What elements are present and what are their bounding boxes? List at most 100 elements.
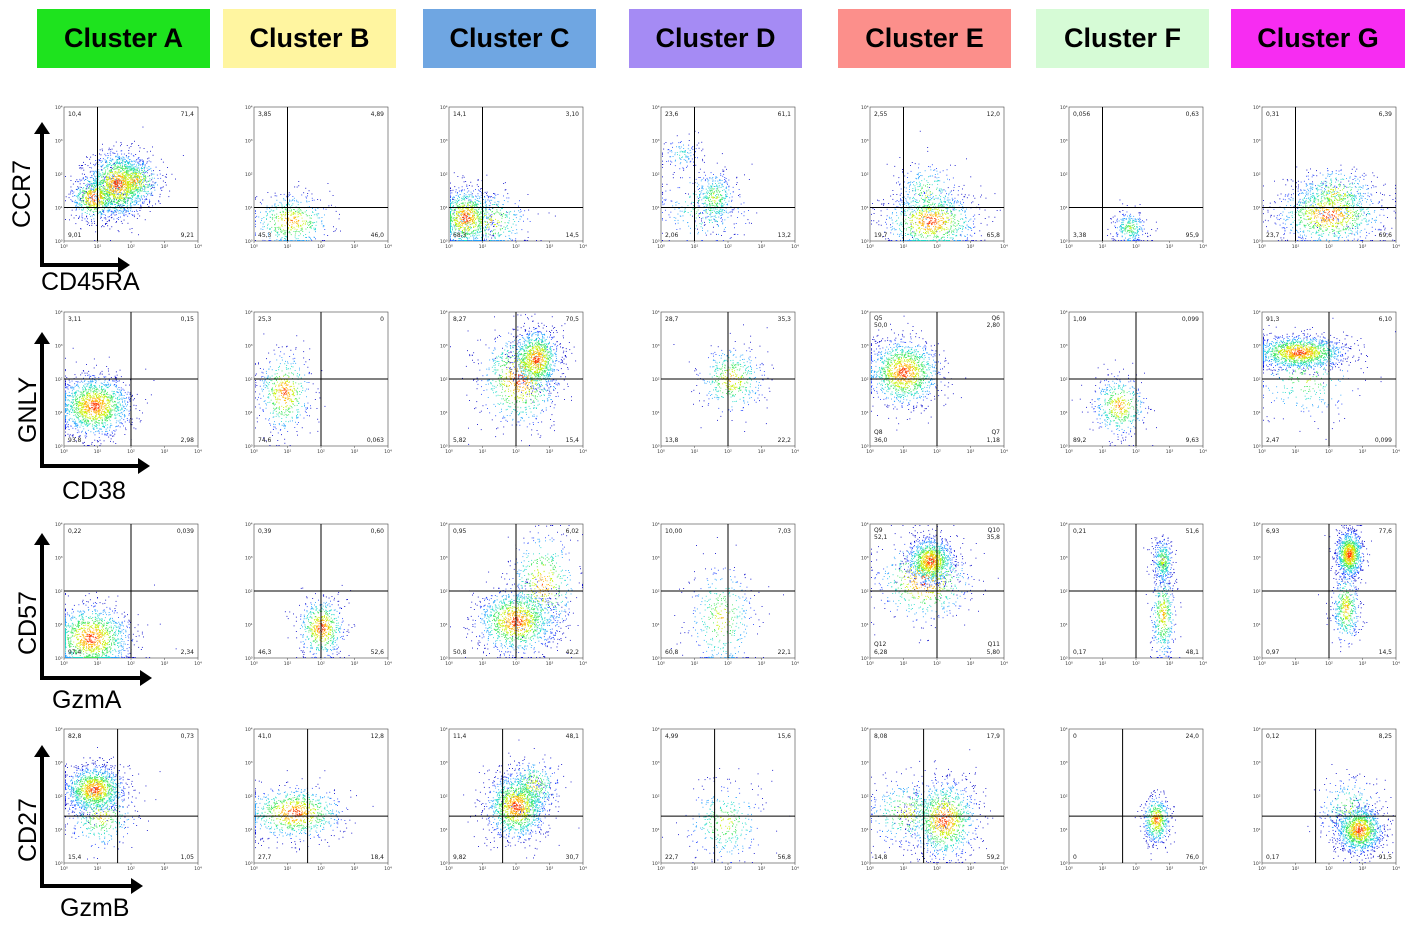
event-dot [470,201,472,202]
event-dot [111,148,113,150]
event-dot [301,228,303,230]
event-dot [113,198,115,200]
event-dot [680,142,681,143]
event-dot [298,211,300,213]
event-dot [134,169,136,170]
event-dot [495,212,497,214]
event-dot [113,163,115,165]
event-dot [462,211,464,213]
event-dot [133,195,135,196]
event-dot [117,205,119,207]
event-dot [485,236,487,238]
event-dot [110,211,112,212]
event-dot [463,197,465,199]
event-dot [104,174,106,176]
event-dot [678,203,680,204]
event-dot [122,193,123,195]
event-dot [284,217,286,219]
event-dot [136,176,137,177]
event-dot [128,152,130,154]
event-dot [162,161,164,163]
event-dot [274,192,276,194]
event-dot [144,180,146,182]
event-dot [84,193,86,194]
event-dot [96,183,97,184]
event-dot [693,165,694,166]
event-dot [291,220,293,222]
event-dot [105,198,107,200]
event-dot [464,234,466,236]
event-dot [123,202,125,204]
event-dot [300,233,301,235]
event-dot [96,178,98,180]
event-dot [70,175,72,177]
event-dot [142,189,144,190]
event-dot [729,238,731,239]
event-dot [743,234,745,236]
event-dot [725,191,727,193]
event-dot [472,215,474,216]
event-dot [482,206,484,208]
event-dot [138,180,140,182]
event-dot [122,160,124,161]
event-dot [466,184,468,186]
event-dot [118,178,120,180]
event-dot [527,194,529,195]
event-dot [467,233,469,235]
event-dot [460,231,462,233]
event-dot [97,197,99,199]
event-dot [473,203,474,204]
event-dot [724,199,726,201]
event-dot [130,190,131,192]
event-dot [93,202,95,204]
event-dot [489,219,491,221]
event-dot [262,229,264,230]
event-dot [137,178,138,180]
event-dot [473,212,475,214]
event-dot [68,193,70,195]
event-dot [496,209,498,211]
event-dot [77,203,79,205]
event-dot [459,240,461,241]
event-dot [469,220,471,221]
event-dot [463,219,465,220]
event-dot [518,221,520,222]
event-dot [694,220,696,222]
event-dot [467,216,468,217]
event-dot [485,215,487,216]
event-dot [491,240,493,241]
event-dot [129,207,131,209]
event-dot [477,229,479,230]
event-dot [106,184,108,186]
event-dot [692,208,694,210]
event-dot [111,181,113,183]
event-dot [662,240,663,241]
event-dot [716,233,717,235]
event-dot [144,186,145,188]
event-dot [99,197,101,199]
event-dot [88,187,90,189]
event-dot [113,198,115,200]
event-dot [102,190,104,192]
event-dot [722,183,723,185]
event-dot [128,198,130,199]
event-dot [662,166,663,168]
event-dot [93,173,94,175]
event-dot [265,211,267,213]
event-dot [106,182,108,184]
event-dot [141,167,142,169]
event-dot [468,228,470,229]
event-dot [102,180,104,181]
event-dot [103,203,105,205]
event-dot [724,177,726,178]
event-dot [134,199,136,201]
event-dot [82,177,84,179]
event-dot [93,205,95,207]
event-dot [77,186,79,188]
event-dot [457,205,459,207]
event-dot [477,231,478,233]
event-dot [142,160,144,162]
event-dot [121,189,123,190]
event-dot [155,203,156,205]
event-dot [275,234,277,236]
